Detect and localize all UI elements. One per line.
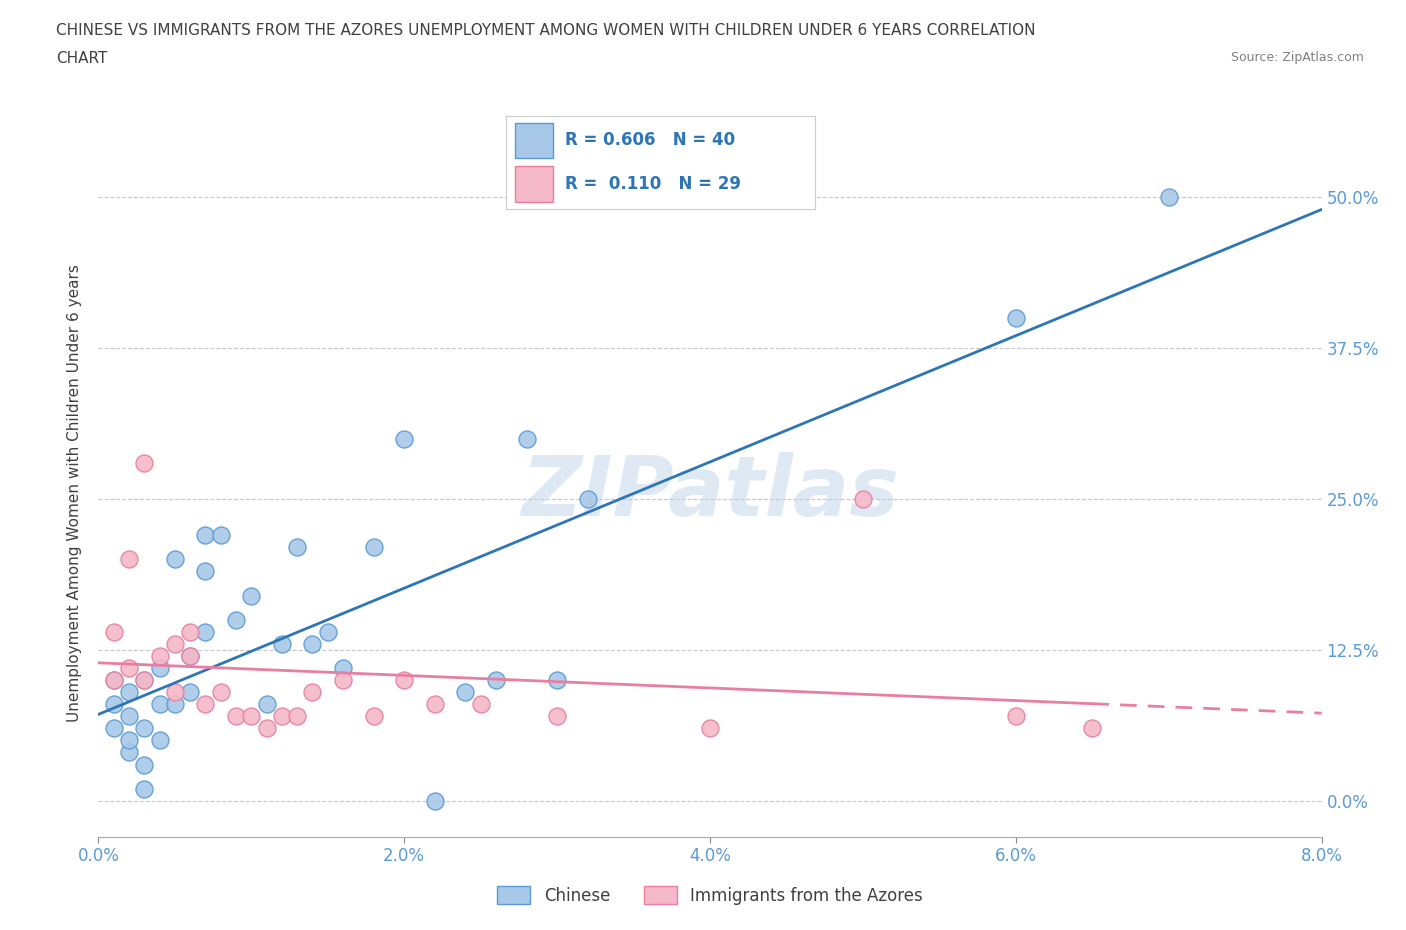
Text: ZIPatlas: ZIPatlas	[522, 452, 898, 534]
Point	[225, 612, 247, 627]
Point	[179, 624, 201, 639]
Point	[454, 684, 477, 699]
Point	[103, 672, 125, 687]
Point	[163, 551, 186, 566]
Text: Source: ZipAtlas.com: Source: ZipAtlas.com	[1230, 51, 1364, 64]
Point	[240, 588, 263, 603]
Point	[1004, 709, 1026, 724]
Point	[285, 709, 308, 724]
Point	[270, 636, 294, 651]
Point	[209, 684, 232, 699]
Point	[103, 697, 125, 711]
Point	[163, 697, 186, 711]
Point	[423, 793, 446, 808]
Point	[118, 684, 141, 699]
Point	[546, 709, 568, 724]
Point	[134, 672, 156, 687]
FancyBboxPatch shape	[516, 166, 553, 202]
Point	[134, 721, 156, 736]
Point	[179, 684, 201, 699]
Text: R = 0.606   N = 40: R = 0.606 N = 40	[565, 131, 735, 150]
Point	[179, 648, 201, 663]
Point	[301, 684, 323, 699]
Point	[1004, 311, 1026, 325]
Point	[301, 636, 323, 651]
Point	[118, 733, 141, 748]
Point	[516, 432, 538, 446]
Point	[285, 539, 308, 554]
Point	[118, 551, 141, 566]
Point	[134, 456, 156, 471]
Point	[392, 432, 416, 446]
Point	[134, 757, 156, 772]
Point	[1157, 190, 1180, 205]
Point	[363, 539, 385, 554]
Point	[163, 636, 186, 651]
Y-axis label: Unemployment Among Women with Children Under 6 years: Unemployment Among Women with Children U…	[67, 264, 83, 722]
Point	[699, 721, 721, 736]
Point	[118, 709, 141, 724]
Point	[546, 672, 568, 687]
Legend: Chinese, Immigrants from the Azores: Chinese, Immigrants from the Azores	[491, 880, 929, 911]
Point	[332, 672, 354, 687]
Point	[470, 697, 492, 711]
Point	[209, 527, 232, 542]
Point	[194, 527, 217, 542]
Point	[332, 660, 354, 675]
Point	[179, 648, 201, 663]
Point	[194, 624, 217, 639]
Point	[852, 491, 875, 506]
Point	[194, 564, 217, 578]
Point	[225, 709, 247, 724]
Point	[423, 697, 446, 711]
Point	[363, 709, 385, 724]
Point	[118, 660, 141, 675]
Point	[316, 624, 339, 639]
Point	[103, 721, 125, 736]
FancyBboxPatch shape	[516, 123, 553, 158]
Point	[103, 672, 125, 687]
Point	[485, 672, 508, 687]
Point	[103, 624, 125, 639]
Point	[1081, 721, 1104, 736]
Point	[118, 745, 141, 760]
Point	[149, 660, 172, 675]
Point	[149, 697, 172, 711]
Point	[256, 697, 278, 711]
Point	[240, 709, 263, 724]
Point	[576, 491, 599, 506]
Point	[134, 781, 156, 796]
Point	[149, 648, 172, 663]
Point	[270, 709, 294, 724]
Text: CHINESE VS IMMIGRANTS FROM THE AZORES UNEMPLOYMENT AMONG WOMEN WITH CHILDREN UND: CHINESE VS IMMIGRANTS FROM THE AZORES UN…	[56, 23, 1036, 38]
Point	[194, 697, 217, 711]
Point	[149, 733, 172, 748]
Point	[163, 684, 186, 699]
Point	[392, 672, 416, 687]
Text: CHART: CHART	[56, 51, 108, 66]
Text: R =  0.110   N = 29: R = 0.110 N = 29	[565, 175, 741, 193]
Point	[256, 721, 278, 736]
Point	[134, 672, 156, 687]
